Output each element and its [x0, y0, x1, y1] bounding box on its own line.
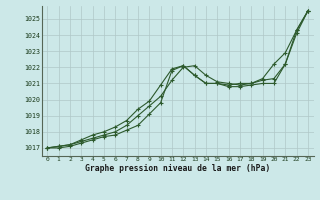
X-axis label: Graphe pression niveau de la mer (hPa): Graphe pression niveau de la mer (hPa)	[85, 164, 270, 173]
